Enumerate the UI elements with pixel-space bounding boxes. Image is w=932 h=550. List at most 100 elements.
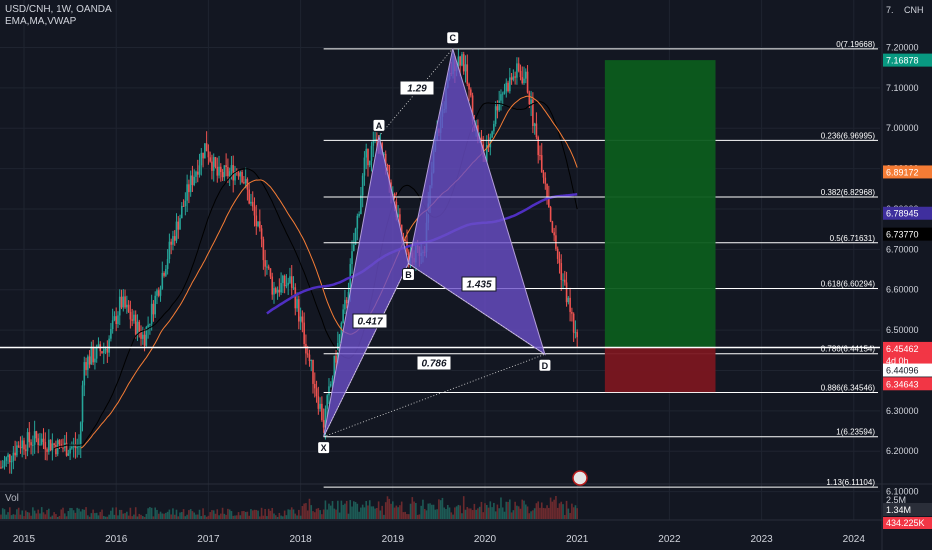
candle-body: [200, 152, 203, 166]
volume-bar: [163, 513, 165, 519]
volume-bar: [388, 498, 391, 519]
volume-bar: [572, 507, 575, 519]
volume-bar: [53, 512, 55, 519]
price-axis-tag: [883, 206, 932, 220]
volume-bar: [145, 513, 148, 519]
candle-body: [179, 218, 181, 230]
volume-bar: [241, 511, 243, 519]
price-axis-tag: [883, 363, 932, 377]
volume-bar: [569, 512, 571, 519]
volume-bar: [108, 514, 110, 519]
candle-body: [507, 82, 509, 92]
symbol-info[interactable]: USD/CNH, 1W, OANDA: [5, 4, 112, 15]
volume-bar: [85, 507, 87, 519]
volume-bar: [415, 503, 417, 519]
candle-body: [172, 236, 174, 245]
candle-body: [124, 296, 126, 308]
candle-body: [51, 443, 54, 451]
price-axis-tick: 6.60000: [886, 285, 919, 295]
candle-body: [53, 443, 55, 445]
candle-body: [551, 221, 554, 233]
candle-body: [556, 248, 559, 259]
price-axis-tag: [883, 227, 932, 241]
candle-body: [235, 171, 238, 173]
candle-body: [354, 228, 357, 245]
volume-bar: [422, 499, 424, 519]
volume-bar: [439, 500, 442, 519]
candle-body: [134, 314, 137, 335]
volume-bar: [470, 508, 472, 519]
volume-bar: [540, 502, 543, 519]
candle-body: [407, 251, 410, 264]
candle-body: [111, 320, 114, 330]
volume-bar: [383, 514, 385, 519]
volume-bar: [147, 508, 149, 519]
volume-bar: [533, 508, 536, 519]
volume-bar: [113, 514, 116, 519]
volume-bar: [524, 504, 527, 519]
volume-bar: [292, 509, 295, 519]
candle-body: [58, 440, 61, 445]
candle-body: [276, 289, 279, 293]
candle-body: [509, 77, 511, 92]
volume-bar: [184, 516, 187, 519]
price-axis-tag: [883, 53, 932, 67]
volume-bar: [407, 514, 410, 519]
candle-body: [565, 282, 568, 303]
candle-body: [122, 296, 125, 308]
candle-body: [539, 155, 541, 157]
time-axis-tick: 2024: [843, 534, 866, 545]
volume-bar: [267, 508, 270, 519]
volume-bar: [344, 503, 346, 519]
volume-bar: [65, 516, 68, 519]
volume-bar: [7, 512, 9, 519]
volume-bar: [72, 510, 75, 519]
candle-body: [461, 54, 463, 66]
volume-bar: [363, 507, 366, 519]
volume-bar: [280, 515, 282, 519]
candle-body: [166, 258, 169, 269]
candle-body: [267, 266, 270, 269]
candle-body: [368, 160, 371, 166]
volume-bar: [141, 516, 144, 519]
indicators-info[interactable]: EMA,MA,VWAP: [5, 16, 77, 27]
volume-bar: [129, 507, 132, 519]
volume-bar: [269, 510, 272, 519]
volume-bar: [409, 503, 412, 519]
volume-bar: [404, 511, 407, 519]
candle-body: [71, 446, 73, 449]
candle-body: [530, 99, 532, 105]
candle-body: [209, 157, 211, 162]
candle-body: [16, 445, 18, 456]
candle-body: [524, 71, 527, 79]
volume-bar: [535, 503, 538, 519]
candle-body: [186, 184, 188, 201]
ratio-label: 1.29: [407, 84, 427, 95]
volume-bar: [420, 505, 422, 519]
volume-bar: [122, 513, 125, 519]
volume-bar: [294, 513, 297, 519]
volume-bar: [111, 507, 114, 519]
candle-body: [14, 452, 16, 456]
candle-body: [523, 78, 525, 84]
volume-bar: [232, 515, 235, 519]
volume-bar: [228, 509, 231, 519]
volume-bar: [459, 505, 461, 519]
volume-bar: [152, 516, 155, 519]
candle-body: [173, 236, 176, 241]
volume-bar: [331, 501, 334, 519]
volume-bar: [110, 510, 112, 519]
volume-label: Vol: [5, 493, 19, 504]
volume-bar: [60, 509, 63, 519]
volume-bar: [173, 514, 176, 519]
volume-bar: [223, 513, 226, 519]
fib-level-label: 0(7.19668): [836, 40, 875, 49]
volume-bar: [10, 515, 13, 519]
candle-body: [207, 151, 210, 158]
candle-body: [560, 263, 563, 280]
candle-body: [367, 148, 369, 166]
volume-bar: [81, 509, 84, 519]
volume-bar: [555, 496, 557, 519]
